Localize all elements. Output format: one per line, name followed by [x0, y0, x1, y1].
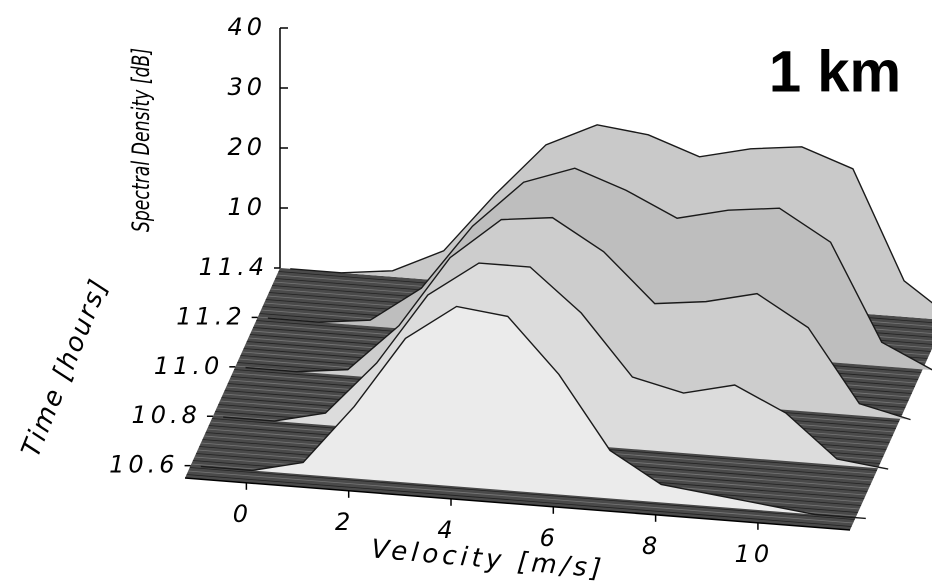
surface-slice: [267, 167, 932, 371]
y-tick-label: 10.6: [109, 451, 178, 479]
floor-texture: [189, 467, 855, 520]
surface-slice: [200, 305, 866, 520]
x-tick-label: 10: [735, 540, 774, 568]
surface-slice: [245, 216, 911, 421]
surface-slice: [290, 124, 932, 304]
z-tick-label: 30: [227, 73, 266, 101]
z-tick-label: 10: [227, 193, 266, 221]
floor-texture: [186, 474, 852, 527]
surface-fill: [200, 306, 866, 519]
z-axis-title: Spectral Density [dB]: [127, 48, 155, 232]
x-tick-label: 4: [437, 516, 456, 544]
surface-slice: [223, 262, 889, 470]
x-tick-label: 8: [642, 532, 661, 560]
chart-title: 1 km: [769, 39, 901, 104]
x-axis-title: Velocity [m/s]: [370, 534, 606, 584]
x-axis: [184, 477, 851, 531]
y-tick-label: 10.8: [132, 401, 201, 429]
x-tick-label: 6: [540, 524, 559, 552]
y-tick-label: 11.0: [154, 352, 223, 380]
x-tick-label: 0: [233, 500, 252, 528]
z-tick-label: 40: [227, 13, 266, 41]
y-tick-label: 11.4: [199, 253, 268, 281]
y-tick-label: 11.2: [176, 302, 245, 330]
floor-texture: [188, 470, 854, 524]
plot-area: 10 20 30 40 10.6 10.8 11.0 11.2 11.4 0 2 4 6 8 10: [109, 13, 932, 568]
z-tick-label: 20: [227, 133, 266, 161]
y-axis-title: Time [hours]: [16, 274, 115, 461]
x-tick-label: 2: [335, 508, 354, 536]
